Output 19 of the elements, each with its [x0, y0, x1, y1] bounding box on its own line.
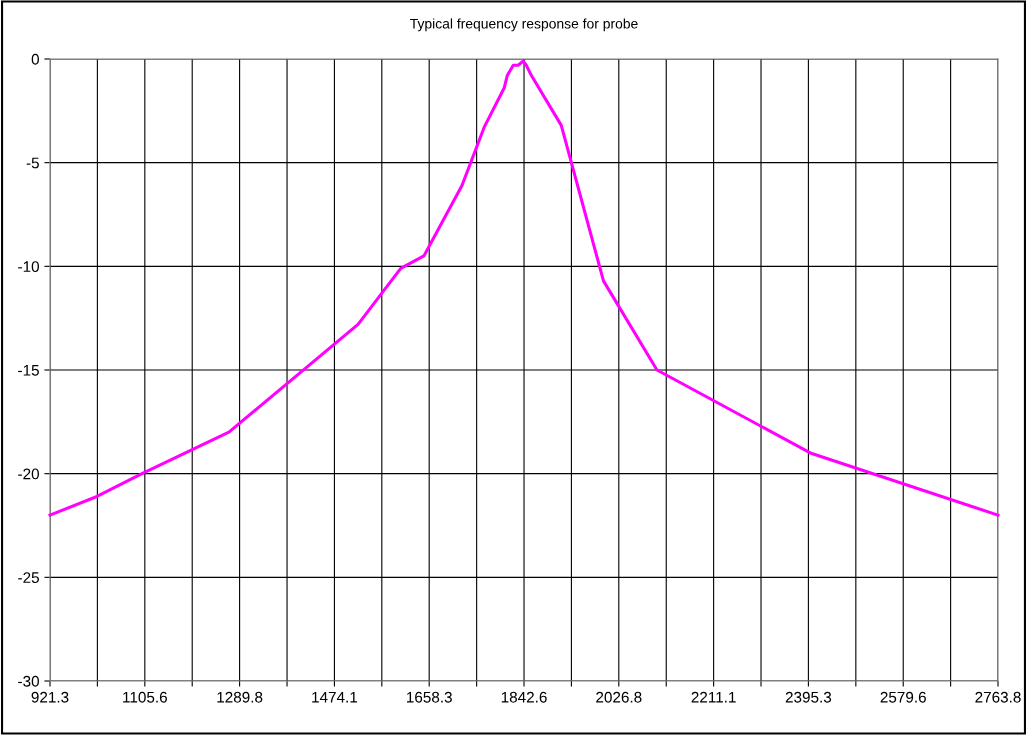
x-tick-label: 921.3 — [31, 691, 69, 703]
x-tick-label: 1105.6 — [123, 691, 167, 703]
x-tick-label: 1474.1 — [312, 691, 358, 703]
y-tick-label: -5 — [26, 157, 39, 169]
x-tick-label: 2763.8 — [975, 691, 1021, 703]
chart-title: Typical frequency response for probe — [410, 18, 638, 32]
y-tick-label: -20 — [18, 468, 39, 480]
y-tick-label: -10 — [18, 261, 39, 273]
x-tick-label: 2395.3 — [785, 691, 832, 703]
y-tick-label: -25 — [18, 572, 39, 584]
x-tick-label: 2211.1 — [691, 691, 736, 703]
x-tick-label: 1842.6 — [501, 691, 547, 703]
x-tick-label: 2026.8 — [596, 691, 642, 703]
y-tick-label: -15 — [18, 365, 39, 376]
y-tick-label: 0 — [31, 53, 39, 65]
x-tick-label: 1658.3 — [407, 691, 452, 703]
x-tick-label: 1289.8 — [217, 691, 263, 703]
x-tick-label: 2579.6 — [880, 691, 926, 703]
y-tick-label: -30 — [18, 675, 39, 687]
